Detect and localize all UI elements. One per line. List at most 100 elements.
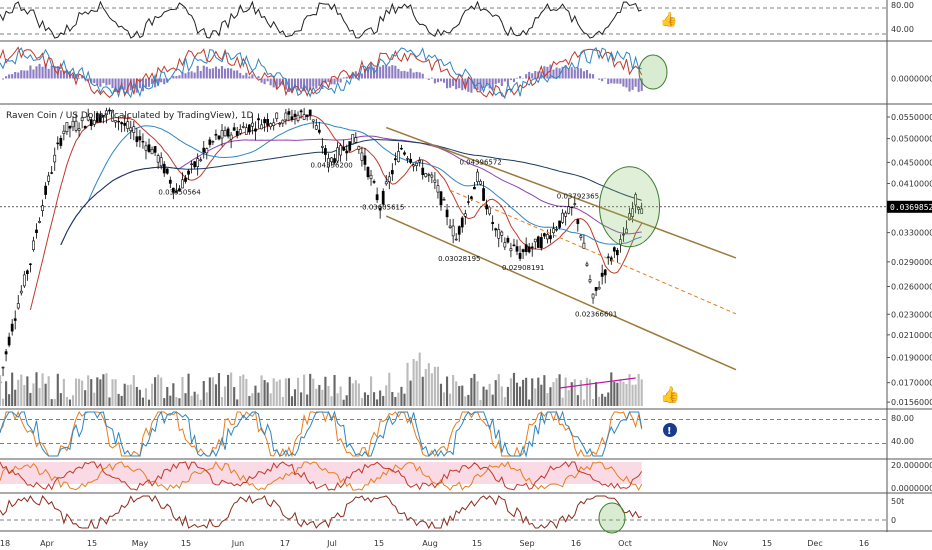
candle-body [314, 125, 318, 130]
candle-body [105, 110, 108, 115]
macd-hist-bar [178, 75, 181, 79]
volume-bar [558, 374, 561, 406]
volume-bar [449, 393, 452, 406]
macd-hist-bar [607, 78, 610, 85]
volume-bar [65, 397, 68, 406]
volume-bar [318, 384, 321, 406]
candle-body [582, 242, 586, 249]
macd-hist-bar [65, 70, 68, 79]
candle-body [132, 126, 136, 133]
macd-hist-bar [515, 77, 519, 79]
candle-body [640, 208, 644, 214]
candle-body [159, 157, 163, 167]
candle-body [65, 122, 69, 133]
macd-hist-bar [211, 68, 214, 79]
macd-hist-bar [534, 70, 537, 79]
volume-bar [296, 377, 300, 406]
price-annotation: 0.03028195 [438, 255, 480, 263]
adx-plus-line [0, 460, 643, 492]
macd-hist-bar [78, 77, 81, 79]
macd-hist-bar [494, 78, 497, 85]
macd-hist-bar [388, 66, 391, 79]
price-annotation: 0.04396572 [459, 159, 501, 167]
candle-body [527, 246, 531, 253]
volume-bar [342, 399, 345, 406]
candle-body [418, 160, 422, 163]
candle-body [89, 119, 93, 126]
volume-bar [555, 378, 558, 406]
volume-bar [403, 393, 406, 406]
x-tick-label: May [132, 539, 149, 548]
candle-body [26, 270, 29, 275]
stoch-tick-label: 80.00 [891, 414, 914, 423]
volume-bar [260, 375, 263, 406]
volume-bar [321, 389, 324, 406]
macd-hist-bar [296, 78, 300, 91]
ma-mid-line [60, 122, 642, 246]
candle-body [156, 155, 160, 163]
macd-hist-bar [11, 74, 14, 79]
macd-hist-bar [394, 65, 397, 79]
x-tick-label: Sep [519, 539, 534, 548]
macd-hist-bar [190, 71, 193, 79]
candle-body [393, 158, 397, 161]
macd-hist-bar [150, 78, 154, 84]
candle-body [357, 146, 361, 150]
candle-body [190, 163, 193, 165]
candle-body [339, 145, 342, 156]
macd-hist-bar [588, 73, 592, 79]
x-tick-label: Dec [807, 539, 822, 548]
candle-body [406, 158, 409, 160]
volume-bar [394, 396, 397, 406]
volume-bar [461, 385, 464, 406]
volume-bar [144, 388, 148, 406]
macd-tick-label: 0.00000000 [891, 75, 932, 84]
x-tick-label: 16 [571, 539, 581, 548]
macd-hist-bar [56, 65, 59, 79]
x-tick-label: Apr [40, 539, 55, 548]
macd-hist-bar [464, 78, 467, 89]
candle-body [241, 126, 245, 128]
volume-bar [595, 382, 598, 406]
candle-body [199, 159, 203, 161]
macd-hist-bar [376, 67, 379, 79]
macd-hist-bar [99, 78, 102, 87]
macd-hist-bar [50, 65, 53, 79]
candle-body [123, 122, 127, 126]
candle-body [336, 147, 339, 162]
candle-body [603, 269, 607, 276]
candle-body [305, 114, 309, 117]
macd-hist-bar [230, 68, 233, 79]
candle-body [512, 244, 516, 247]
macd-hist-bar [248, 76, 251, 79]
macd-hist-bar [163, 78, 166, 85]
candle-body [619, 239, 622, 245]
volume-bar [315, 388, 318, 406]
macd-hist-bar [439, 78, 443, 82]
volume-bar [540, 384, 543, 406]
macd-hist-bar [227, 68, 230, 79]
volume-bar [96, 377, 99, 406]
candle-body [503, 242, 507, 248]
volume-bar [245, 378, 248, 406]
candle-body [384, 181, 388, 185]
candle-body [80, 117, 84, 121]
macd-hist-bar [306, 78, 309, 91]
macd-hist-bar [622, 78, 625, 87]
macd-hist-bar [35, 66, 38, 79]
rsi-tick-label: 40.00 [891, 25, 914, 34]
candle-body [430, 174, 434, 178]
volume-bar [640, 379, 643, 406]
volume-bar [32, 383, 35, 406]
macd-line [0, 47, 642, 100]
candle-body [260, 124, 263, 130]
volume-bar [503, 397, 506, 406]
macd-hist-bar [93, 78, 96, 84]
volume-bar [494, 380, 497, 406]
candle-body [178, 188, 181, 192]
macd-hist-bar [293, 78, 297, 88]
candle-body [181, 179, 184, 189]
candle-body [32, 240, 35, 250]
